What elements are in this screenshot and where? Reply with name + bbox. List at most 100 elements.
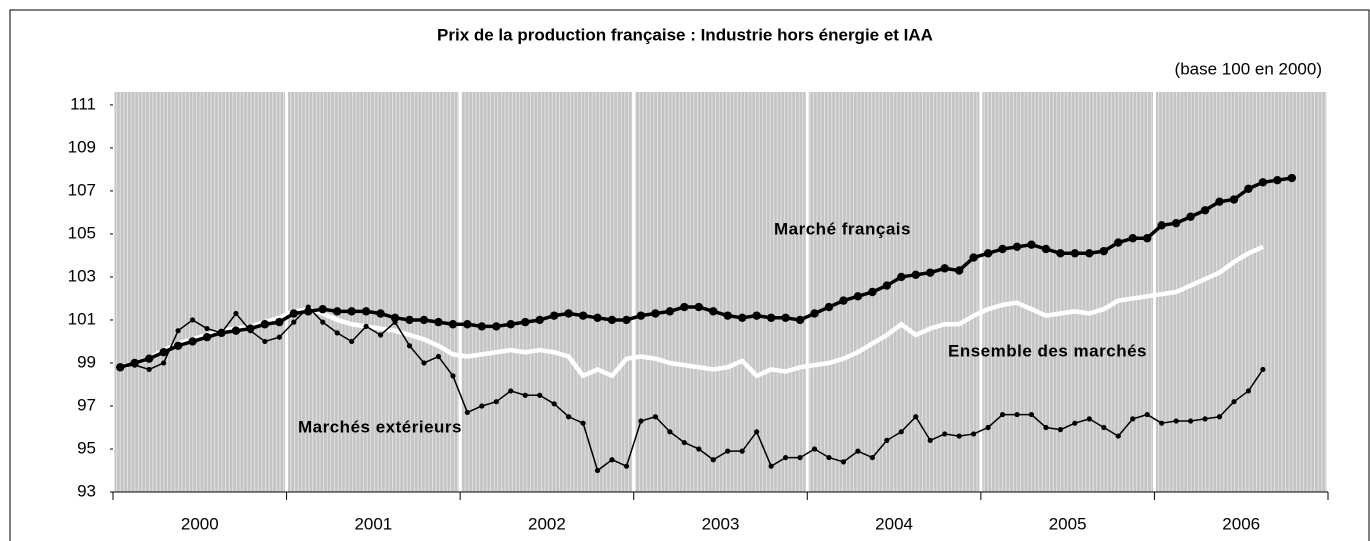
series-marker — [304, 307, 313, 316]
series-marker — [1114, 238, 1123, 247]
series-marker — [636, 311, 646, 320]
series-marker — [884, 437, 890, 443]
series-marker — [766, 313, 776, 323]
series-marker — [1027, 240, 1036, 249]
series-marker — [492, 322, 501, 331]
series-marker — [334, 330, 340, 336]
series-marker — [361, 307, 371, 316]
series-marker — [723, 311, 732, 320]
series-marker — [752, 311, 761, 320]
series-marker — [566, 414, 572, 420]
series-marker — [1101, 424, 1107, 431]
series-marker — [985, 424, 991, 431]
series-marker — [882, 281, 892, 290]
series-marker — [680, 302, 689, 312]
series-marker — [969, 253, 978, 262]
series-marker — [725, 448, 731, 454]
series-marker — [1258, 178, 1268, 187]
series-marker — [913, 414, 919, 420]
series-marker — [1012, 242, 1022, 252]
series-marker — [116, 363, 125, 372]
series-marker — [233, 310, 239, 317]
series-marker — [1070, 249, 1080, 258]
y-tick-label: 101 — [68, 309, 96, 328]
series-marker — [927, 437, 933, 443]
x-tick-label: 2003 — [702, 514, 740, 533]
series-marker — [479, 403, 485, 409]
series-marker — [493, 399, 499, 405]
series-marker — [709, 307, 718, 316]
series-marker — [146, 366, 152, 373]
series-marker — [739, 448, 745, 454]
series-marker — [1085, 249, 1094, 258]
series-marker — [868, 287, 877, 297]
series-marker — [537, 392, 543, 398]
series-marker — [1128, 234, 1137, 243]
series-marker — [276, 334, 282, 340]
y-tick-label: 109 — [68, 137, 96, 156]
series-marker — [1057, 427, 1064, 433]
series-marker — [161, 360, 167, 366]
series-marker — [681, 439, 687, 446]
series-marker — [971, 431, 977, 437]
series-marker — [781, 313, 790, 323]
series-marker — [202, 332, 212, 342]
series-marker — [217, 328, 226, 338]
series-marker — [826, 454, 832, 461]
y-tick-label: 93 — [77, 481, 96, 500]
series-marker — [1244, 184, 1253, 193]
series-marker — [406, 343, 413, 349]
y-tick-label: 111 — [70, 94, 96, 113]
series-marker — [898, 429, 904, 435]
series-marker — [188, 337, 197, 346]
series-marker — [768, 463, 774, 469]
series-marker — [1200, 206, 1210, 215]
series-marker — [983, 249, 993, 258]
series-marker — [1245, 388, 1252, 394]
series-marker — [1159, 420, 1165, 426]
series-marker — [464, 409, 470, 416]
series-marker — [1260, 366, 1266, 373]
series-marker — [578, 311, 588, 320]
series-marker — [1028, 411, 1035, 418]
series-marker — [349, 338, 355, 345]
series-marker — [434, 317, 443, 327]
series-marker — [246, 324, 255, 333]
series-marker — [942, 431, 948, 437]
series-marker — [522, 392, 528, 398]
x-tick-label: 2006 — [1222, 514, 1260, 533]
series-marker — [609, 457, 615, 463]
series-marker — [956, 433, 962, 439]
y-tick-label: 107 — [68, 180, 96, 199]
series-marker — [855, 448, 861, 454]
series-marker — [1072, 420, 1078, 426]
series-marker — [291, 319, 297, 325]
x-tick-label: 2002 — [528, 514, 566, 533]
series-marker — [623, 463, 630, 469]
series-marker — [811, 446, 818, 452]
series-marker — [710, 457, 716, 463]
series-marker — [421, 360, 427, 366]
series-marker — [260, 320, 270, 329]
series-marker — [667, 429, 673, 435]
series-marker — [1173, 418, 1179, 424]
series-marker — [594, 467, 601, 474]
series-marker — [897, 272, 906, 282]
series-marker — [376, 309, 385, 318]
series-marker — [1273, 175, 1282, 185]
series-marker — [810, 309, 819, 318]
series-marker — [607, 315, 617, 325]
series-marker — [1099, 246, 1109, 256]
series-marker — [1231, 399, 1237, 405]
series-marker — [535, 315, 544, 325]
series-marker — [580, 420, 586, 426]
series-marker — [506, 320, 515, 329]
series-marker — [363, 323, 369, 330]
series-marker — [189, 317, 196, 323]
series-marker — [694, 302, 704, 312]
series-marker — [1144, 411, 1150, 418]
series-marker — [564, 309, 573, 318]
series-marker — [477, 322, 487, 331]
series-marker — [911, 270, 920, 279]
series-marker — [1056, 249, 1065, 258]
